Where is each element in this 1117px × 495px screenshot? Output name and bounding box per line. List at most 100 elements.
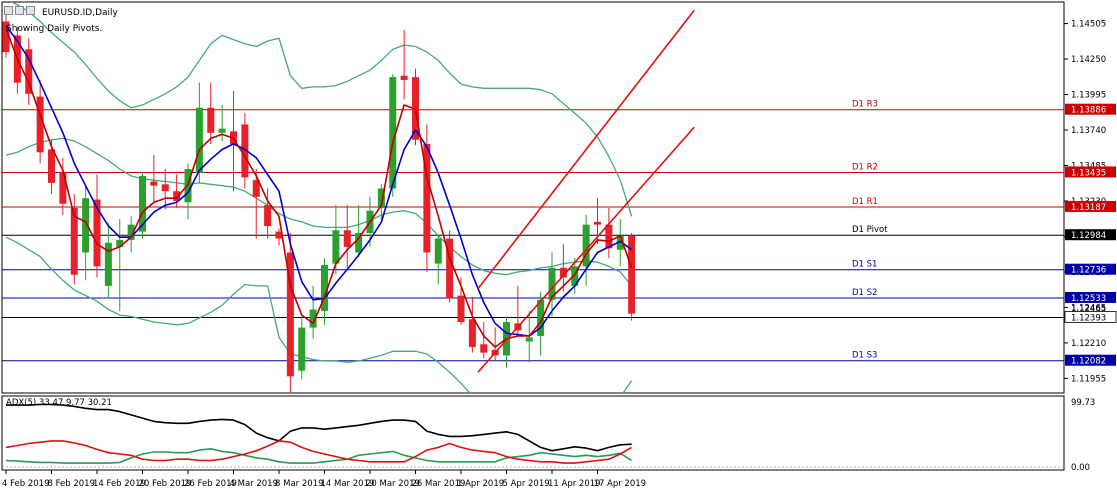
candle-body bbox=[571, 266, 579, 286]
candle-body bbox=[434, 238, 442, 264]
pivot-level-name: D1 R3 bbox=[852, 100, 878, 110]
adx-plot-frame bbox=[1, 395, 1065, 471]
candle-body bbox=[400, 75, 408, 80]
y-tick-label: 1.12210 bbox=[1071, 339, 1106, 349]
x-tick-label: 20 Mar 2019 bbox=[366, 479, 420, 489]
candle-body bbox=[355, 232, 363, 253]
x-tick-label: 26 Mar 2019 bbox=[412, 479, 466, 489]
candle-body bbox=[139, 175, 146, 232]
adx-y-tick-min: 0.00 bbox=[1071, 463, 1090, 473]
price-tag-label: 1.12082 bbox=[1071, 357, 1106, 367]
candle-body bbox=[161, 184, 169, 192]
trend-channel-line bbox=[477, 126, 695, 373]
trend-channel-line bbox=[477, 9, 695, 290]
candle-body bbox=[559, 267, 567, 278]
candle-body bbox=[480, 344, 488, 353]
price-tag-bg bbox=[1065, 263, 1116, 275]
bollinger-middle-line bbox=[5, 137, 633, 287]
pivot-level-name: D1 R1 bbox=[852, 197, 878, 207]
chart-restore-icon bbox=[26, 6, 35, 15]
candle-body bbox=[548, 267, 556, 300]
candle-body bbox=[252, 180, 260, 197]
price-tag-label: 1.12533 bbox=[1071, 294, 1106, 304]
candle-body bbox=[628, 235, 636, 314]
price-tag-label: 1.13435 bbox=[1071, 168, 1106, 178]
candle-body bbox=[594, 221, 601, 225]
price-tag-label: 1.12984 bbox=[1071, 231, 1106, 241]
candle-body bbox=[537, 299, 545, 336]
x-tick-label: 8 Mar 2019 bbox=[275, 479, 323, 489]
candle-body bbox=[104, 242, 112, 286]
candle-body bbox=[457, 295, 465, 323]
bollinger-upper-line bbox=[10, 2, 633, 217]
price-tag-bg bbox=[1065, 354, 1116, 366]
x-tick-label: 5 Apr 2019 bbox=[503, 479, 550, 489]
candle-body bbox=[605, 224, 613, 249]
candle-body bbox=[82, 198, 90, 253]
x-tick-label: 17 Apr 2019 bbox=[594, 479, 647, 489]
candle-body bbox=[377, 188, 385, 208]
pivot-level-name: D1 S1 bbox=[852, 260, 877, 270]
last-price-tag: 1.12393 bbox=[1071, 313, 1106, 323]
main-plot-group bbox=[2, 2, 695, 393]
y-tick-label: 1.13740 bbox=[1071, 126, 1106, 136]
ma-fast-line bbox=[5, 28, 633, 348]
chart-title: EURUSD.ID,Daily bbox=[42, 8, 118, 18]
x-tick-label: 14 Mar 2019 bbox=[321, 479, 375, 489]
y-tick-label: 1.13995 bbox=[1071, 91, 1106, 101]
candle-body bbox=[195, 107, 203, 174]
main-plot-frame bbox=[1, 1, 1065, 394]
y-tick-label: 1.14505 bbox=[1071, 20, 1106, 30]
price-tag-label: 1.13187 bbox=[1071, 203, 1106, 213]
pivot-level-name: D1 S2 bbox=[852, 288, 877, 298]
last-price-tag-bg bbox=[1064, 311, 1117, 323]
candle-body bbox=[93, 199, 101, 267]
x-tick-label: 4 Feb 2019 bbox=[2, 479, 50, 489]
candle-body bbox=[446, 238, 454, 299]
adx-legend: ADX(5) 33.47 9.77 30.21 bbox=[6, 398, 112, 408]
pivot-note: Showing Daily Pivots. bbox=[6, 24, 103, 34]
x-tick-label: 1 Apr 2019 bbox=[457, 479, 504, 489]
candle-body bbox=[48, 149, 55, 183]
candle-body bbox=[184, 168, 192, 203]
candle-body bbox=[309, 309, 317, 328]
candle-body bbox=[2, 21, 10, 53]
candle-body bbox=[70, 207, 78, 275]
candle-body bbox=[36, 96, 44, 153]
bollinger-lower-line bbox=[5, 236, 633, 393]
price-tag-bg bbox=[1065, 229, 1116, 241]
candle-body bbox=[525, 337, 533, 342]
pivot-level-name: D1 S3 bbox=[852, 351, 877, 361]
candle-body bbox=[343, 230, 351, 247]
x-tick-label: 11 Apr 2019 bbox=[548, 479, 601, 489]
chart-window-icon bbox=[4, 6, 13, 15]
chart-menu-icon bbox=[15, 6, 24, 15]
x-tick-label: 4 Mar 2019 bbox=[230, 479, 278, 489]
candle-body bbox=[616, 235, 624, 250]
candle-body bbox=[59, 171, 67, 204]
candle-body bbox=[127, 224, 135, 240]
pivot-level-name: D1 Pivot bbox=[852, 225, 888, 235]
candle-body bbox=[241, 124, 249, 178]
candle-body bbox=[321, 264, 328, 311]
candle-body bbox=[582, 224, 590, 267]
candle-body bbox=[286, 252, 294, 377]
y-tick-label: 1.11955 bbox=[1071, 374, 1106, 384]
x-tick-label: 26 Feb 2019 bbox=[184, 479, 237, 489]
candle-body bbox=[332, 230, 340, 264]
candle-body bbox=[207, 107, 215, 133]
y-tick-label: 1.14250 bbox=[1071, 55, 1106, 65]
x-tick-label: 8 Feb 2019 bbox=[48, 479, 96, 489]
adx-series-minus_di bbox=[5, 440, 633, 464]
y-tick-label: 1.12465 bbox=[1071, 303, 1106, 313]
candle-body bbox=[468, 319, 476, 348]
candle-body bbox=[423, 143, 431, 253]
candle-body bbox=[264, 205, 272, 227]
x-tick-label: 14 Feb 2019 bbox=[93, 479, 146, 489]
candle-body bbox=[298, 327, 306, 371]
candle-body bbox=[116, 239, 124, 247]
pivot-level-name: D1 R2 bbox=[852, 162, 878, 172]
price-tag-label: 1.13886 bbox=[1071, 106, 1106, 116]
